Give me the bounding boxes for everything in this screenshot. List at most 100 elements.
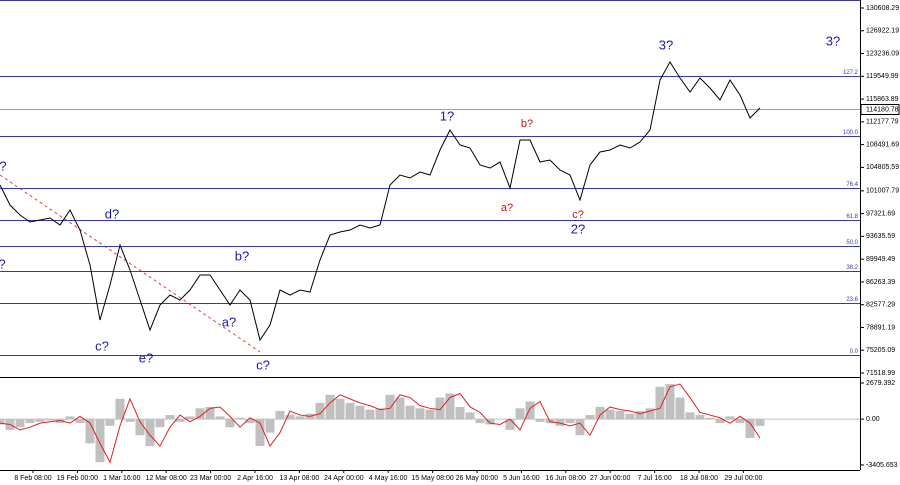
x-tick-label: 2 Apr 16:00 (237, 475, 273, 482)
oscillator-bar (615, 411, 625, 420)
y-tick-label: 97321.69 (866, 210, 895, 217)
oscillator-bar (475, 419, 485, 424)
oscillator-bar (335, 398, 345, 420)
oscillator-bar (565, 419, 575, 424)
y-tick-label: 75205.09 (866, 347, 895, 354)
wave-label: c? (95, 338, 109, 353)
oscillator-bar (745, 419, 755, 438)
wave-label: 2? (571, 221, 585, 236)
oscillator-bar (165, 415, 175, 420)
oscillator-bar (715, 419, 725, 424)
oscillator-bar (465, 412, 475, 420)
oscillator-bar (215, 416, 225, 420)
oscillator-bar (135, 419, 145, 436)
oscillator-bar (515, 408, 525, 420)
oscillator-bar (635, 411, 645, 420)
oscillator-bar (45, 419, 55, 421)
oscillator-bar (645, 408, 655, 420)
y-tick-label: 89949.49 (866, 256, 895, 263)
oscillator-bar (125, 419, 135, 422)
wave-label: d? (105, 206, 119, 221)
oscillator-bar (225, 419, 235, 428)
osc-y-tick-label: -3405.653 (866, 462, 898, 469)
fib-label: 23.6 (846, 297, 858, 303)
y-tick-label: 93635.59 (866, 233, 895, 240)
oscillator-bar (95, 419, 105, 463)
wave-label: b? (235, 248, 249, 263)
fib-label: 0.0 (850, 349, 859, 355)
oscillator-bar (695, 415, 705, 420)
oscillator-bar (245, 419, 255, 424)
wave-label: c? (572, 209, 584, 221)
oscillator-bar (385, 394, 395, 420)
wave-label: 1? (440, 108, 454, 123)
x-tick-label: 29 Jul 00:00 (724, 475, 762, 482)
fib-label: 38.2 (846, 265, 858, 271)
current-price-box (860, 104, 900, 115)
oscillator-bar (755, 419, 765, 426)
y-tick-label: 71518.99 (866, 370, 895, 377)
y-tick-label: 104805.59 (866, 164, 899, 171)
wave-label: 3? (826, 33, 840, 48)
osc-y-tick-label: 0.00 (866, 416, 880, 423)
wave-label: 3? (659, 37, 673, 52)
wave-label: ? (0, 256, 6, 271)
y-tick-label: 130608.29 (866, 5, 899, 12)
x-tick-label: 13 Apr 08:00 (280, 475, 320, 482)
oscillator-bar (685, 412, 695, 420)
x-tick-label: 12 Mar 08:00 (146, 475, 187, 482)
oscillator-bar (195, 408, 205, 420)
oscillator-bar (725, 416, 735, 420)
oscillator-bar (85, 419, 95, 444)
x-tick-label: 7 Jul 16:00 (637, 475, 671, 482)
oscillator-bar (315, 402, 325, 420)
oscillator-bar (365, 409, 375, 420)
oscillator-bar (575, 419, 585, 436)
price-line (0, 61, 761, 342)
y-tick-label: 101007.79 (866, 188, 899, 195)
oscillator-bar (255, 419, 265, 447)
oscillator-bar (35, 419, 45, 422)
oscillator-bar (585, 415, 595, 420)
x-tick-label: 15 May 08:00 (411, 475, 454, 482)
oscillator-bar (325, 394, 335, 420)
y-tick-label: 126922.19 (866, 28, 899, 35)
oscillator-bar (25, 419, 35, 424)
oscillator-bar (285, 415, 295, 420)
oscillator-bar (675, 397, 685, 420)
y-tick-label: 119549.99 (866, 73, 899, 80)
oscillator-bar (355, 405, 365, 420)
x-tick-label: 24 Apr 00:00 (324, 475, 364, 482)
y-tick-label: 112177.79 (866, 119, 899, 126)
y-tick-label: 86263.39 (866, 279, 895, 286)
y-tick-label: 82577.29 (866, 302, 895, 309)
oscillator-bar (55, 419, 65, 424)
oscillator-bar (145, 419, 155, 447)
x-tick-label: 5 Jun 16:00 (503, 475, 540, 482)
oscillator-bar (665, 384, 675, 420)
oscillator-bar (115, 398, 125, 420)
wave-label: e? (139, 350, 153, 365)
x-tick-label: 27 Jun 00:00 (590, 475, 631, 482)
x-tick-label: 1 Mar 16:00 (103, 475, 140, 482)
wave-label: a? (501, 202, 513, 214)
oscillator-bar (75, 419, 85, 424)
current-price-label: 114180.78 (866, 106, 899, 113)
oscillator-bar (435, 397, 445, 420)
fib-label: 127.2 (843, 70, 859, 76)
oscillator-bar (525, 401, 535, 420)
oscillator-bar (625, 413, 635, 420)
oscillator-bar (485, 419, 495, 425)
y-tick-label: 108491.69 (866, 141, 899, 148)
oscillator-bar (405, 405, 415, 420)
oscillator-bar (175, 419, 185, 422)
oscillator-bar (205, 406, 215, 420)
oscillator-bar (445, 393, 455, 420)
oscillator-bar (275, 411, 285, 420)
y-tick-label: 78891.19 (866, 324, 895, 331)
x-tick-label: 8 Feb 08:00 (14, 475, 51, 482)
oscillator-bar (505, 419, 515, 430)
oscillator-bar (295, 416, 305, 420)
oscillator-bar (705, 417, 715, 420)
